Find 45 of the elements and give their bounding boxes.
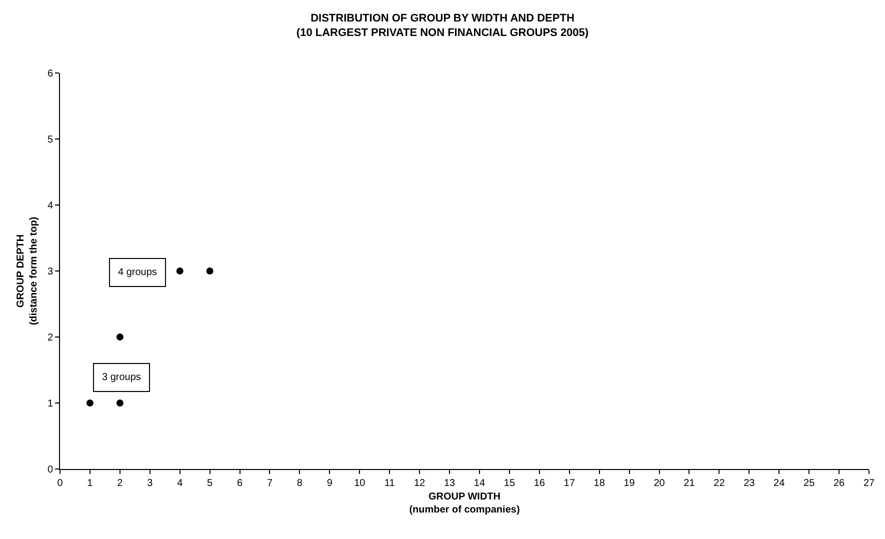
x-tick-label: 26	[833, 478, 846, 489]
x-tick-label: 4	[177, 478, 184, 489]
y-axis-title: GROUP DEPTH (distance form the top)	[15, 216, 40, 326]
y-tick-label: 6	[47, 68, 54, 80]
y-tick-label: 2	[47, 332, 54, 344]
x-tick-label: 6	[237, 478, 243, 489]
x-axis-title: GROUP WIDTH (number of companies)	[409, 492, 520, 516]
x-tick-label: 7	[266, 478, 273, 489]
point	[86, 400, 94, 406]
x-tick-label: 16	[534, 478, 546, 489]
x-tick-label: 3	[147, 478, 154, 489]
point	[176, 268, 184, 274]
x-tick-label: 14	[474, 478, 486, 489]
x-tick-label: 19	[624, 478, 636, 489]
point	[116, 334, 124, 340]
annotation: 3 groups	[102, 372, 141, 383]
x-tick-label: 24	[774, 478, 786, 489]
x-tick-label: 22	[714, 478, 726, 489]
x-tick-label: 25	[804, 478, 816, 489]
x-tick-label: 23	[744, 478, 756, 489]
x-tick-label: 15	[504, 478, 516, 489]
y-tick-label: 0	[47, 464, 54, 476]
annotation: 4 groups	[118, 267, 157, 278]
y-tick-label: 3	[47, 266, 54, 278]
x-tick-label: 8	[296, 478, 303, 489]
x-tick-label: 10	[354, 478, 366, 489]
x-tick-label: 9	[326, 478, 333, 489]
y-tick-label: 4	[47, 200, 54, 212]
x-tick-label: 5	[207, 478, 214, 489]
x-tick-label: 13	[444, 478, 456, 489]
x-tick-label: 27	[863, 478, 875, 489]
x-tick-label: 11	[384, 478, 396, 489]
x-tick-label: 17	[564, 478, 576, 489]
x-tick-label: 12	[414, 478, 426, 489]
x-tick-label: 1	[87, 478, 94, 489]
point	[116, 400, 124, 406]
y-tick-label: 5	[47, 134, 54, 146]
y-tick-label: 1	[47, 398, 54, 410]
x-tick-label: 2	[117, 478, 124, 489]
x-tick-label: 20	[654, 478, 666, 489]
x-tick-label: 18	[594, 478, 606, 489]
chart-title: DISTRIBUTION OF GROUP BY WIDTH AND DEPTH (10 LARGEST PRIVATE NON FINANCIAL GROUPS 2005)	[296, 12, 589, 39]
x-tick-label: 0	[57, 478, 64, 489]
point	[206, 268, 214, 274]
x-tick-label: 21	[684, 478, 696, 489]
